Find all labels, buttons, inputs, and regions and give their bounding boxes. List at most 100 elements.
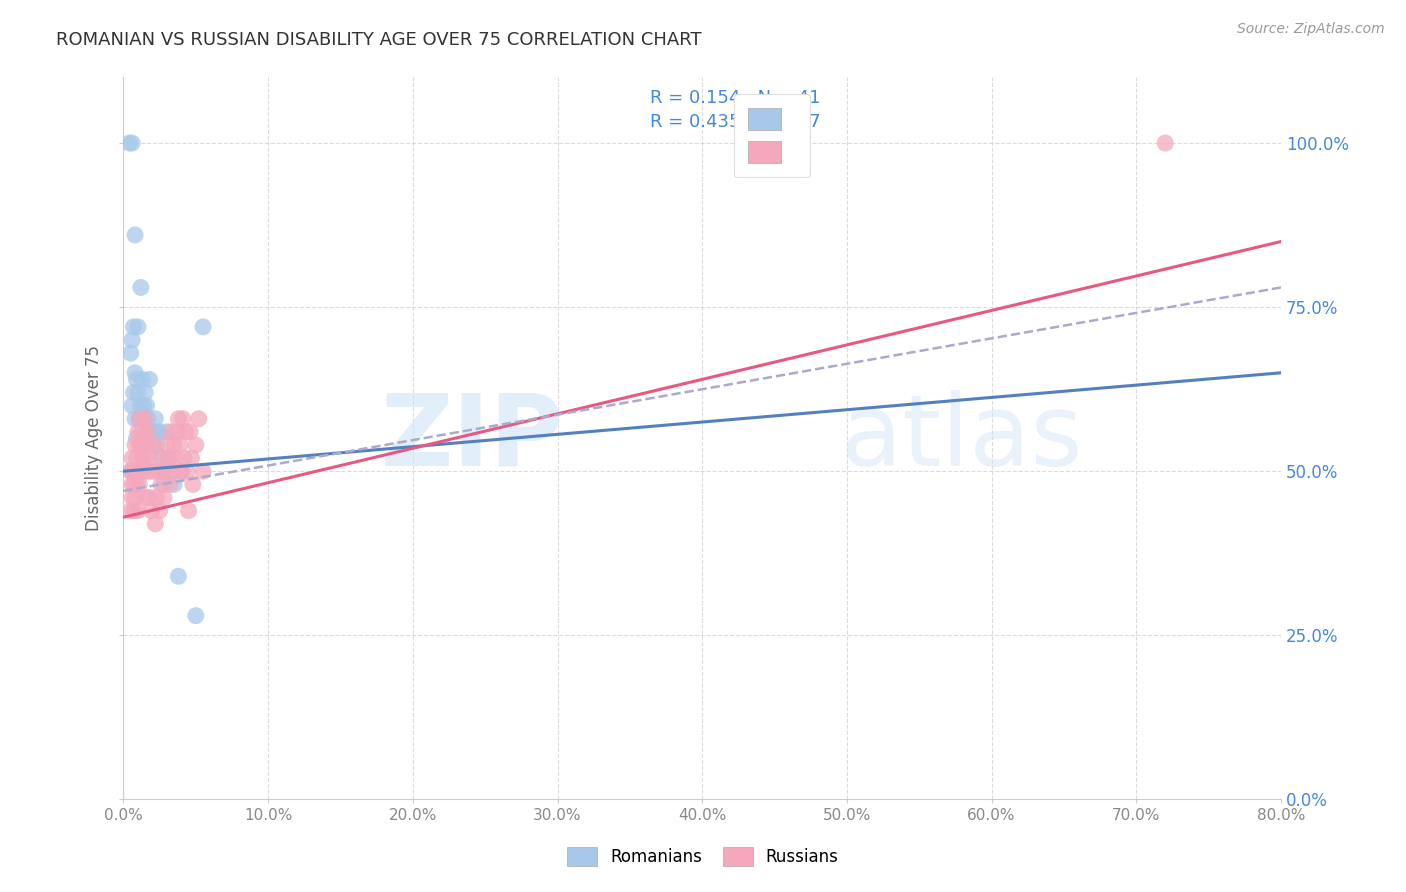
Point: [136, 425, 159, 439]
Point: [142, 425, 165, 439]
Point: [121, 477, 143, 491]
Point: [139, 503, 162, 517]
Legend: Romanians, Russians: Romanians, Russians: [560, 838, 846, 875]
Point: [121, 399, 143, 413]
Point: [128, 411, 150, 425]
Point: [152, 451, 174, 466]
Point: [120, 464, 142, 478]
Point: [184, 608, 207, 623]
Point: [129, 399, 152, 413]
Point: [159, 451, 181, 466]
Point: [156, 425, 179, 439]
Point: [122, 385, 145, 400]
Point: [179, 425, 201, 439]
Point: [132, 399, 155, 413]
Point: [129, 438, 152, 452]
Point: [191, 319, 214, 334]
Point: [166, 425, 188, 439]
Point: [174, 425, 197, 439]
Point: [149, 425, 172, 439]
Point: [170, 464, 193, 478]
Point: [181, 477, 204, 491]
Text: ZIP: ZIP: [381, 390, 564, 487]
Point: [121, 333, 143, 347]
Point: [127, 464, 149, 478]
Point: [156, 438, 179, 452]
Point: [143, 516, 166, 531]
Point: [125, 372, 148, 386]
Point: [138, 491, 160, 505]
Point: [173, 451, 195, 466]
Point: [122, 319, 145, 334]
Point: [134, 385, 156, 400]
Point: [141, 464, 163, 478]
Point: [124, 438, 146, 452]
Point: [136, 464, 159, 478]
Point: [139, 425, 162, 439]
Point: [149, 503, 172, 517]
Point: [187, 411, 209, 425]
Point: [136, 411, 159, 425]
Point: [163, 438, 186, 452]
Point: [150, 477, 173, 491]
Point: [121, 491, 143, 505]
Point: [128, 411, 150, 425]
Point: [162, 464, 184, 478]
Point: [177, 503, 200, 517]
Text: ROMANIAN VS RUSSIAN DISABILITY AGE OVER 75 CORRELATION CHART: ROMANIAN VS RUSSIAN DISABILITY AGE OVER …: [56, 31, 702, 49]
Point: [131, 372, 153, 386]
Point: [131, 451, 153, 466]
Point: [120, 503, 142, 517]
Point: [180, 451, 202, 466]
Point: [135, 399, 157, 413]
Point: [132, 438, 155, 452]
Point: [120, 346, 142, 360]
Point: [143, 411, 166, 425]
Y-axis label: Disability Age Over 75: Disability Age Over 75: [86, 345, 103, 532]
Point: [172, 411, 194, 425]
Point: [153, 477, 176, 491]
Point: [127, 503, 149, 517]
Point: [138, 451, 160, 466]
Text: atlas: atlas: [841, 390, 1083, 487]
Point: [125, 477, 148, 491]
Point: [129, 280, 152, 294]
Point: [165, 451, 187, 466]
Point: [191, 464, 214, 478]
Point: [160, 425, 183, 439]
Point: [169, 438, 191, 452]
Point: [146, 464, 169, 478]
Point: [122, 503, 145, 517]
Point: [122, 477, 145, 491]
Point: [124, 366, 146, 380]
Point: [176, 464, 198, 478]
Point: [153, 491, 176, 505]
Point: [122, 464, 145, 478]
Point: [167, 411, 190, 425]
Point: [141, 438, 163, 452]
Point: [184, 438, 207, 452]
Point: [125, 451, 148, 466]
Point: [124, 464, 146, 478]
Point: [121, 136, 143, 150]
Legend: , : ,: [734, 94, 810, 178]
Point: [125, 432, 148, 446]
Point: [146, 425, 169, 439]
Point: [1154, 136, 1177, 150]
Point: [135, 491, 157, 505]
Text: Source: ZipAtlas.com: Source: ZipAtlas.com: [1237, 22, 1385, 37]
Point: [127, 385, 149, 400]
Point: [170, 464, 193, 478]
Point: [138, 372, 160, 386]
Point: [129, 464, 152, 478]
Point: [150, 451, 173, 466]
Point: [152, 464, 174, 478]
Point: [131, 425, 153, 439]
Point: [127, 425, 149, 439]
Point: [159, 477, 181, 491]
Point: [167, 569, 190, 583]
Point: [121, 451, 143, 466]
Point: [155, 464, 177, 478]
Point: [124, 227, 146, 242]
Point: [124, 411, 146, 425]
